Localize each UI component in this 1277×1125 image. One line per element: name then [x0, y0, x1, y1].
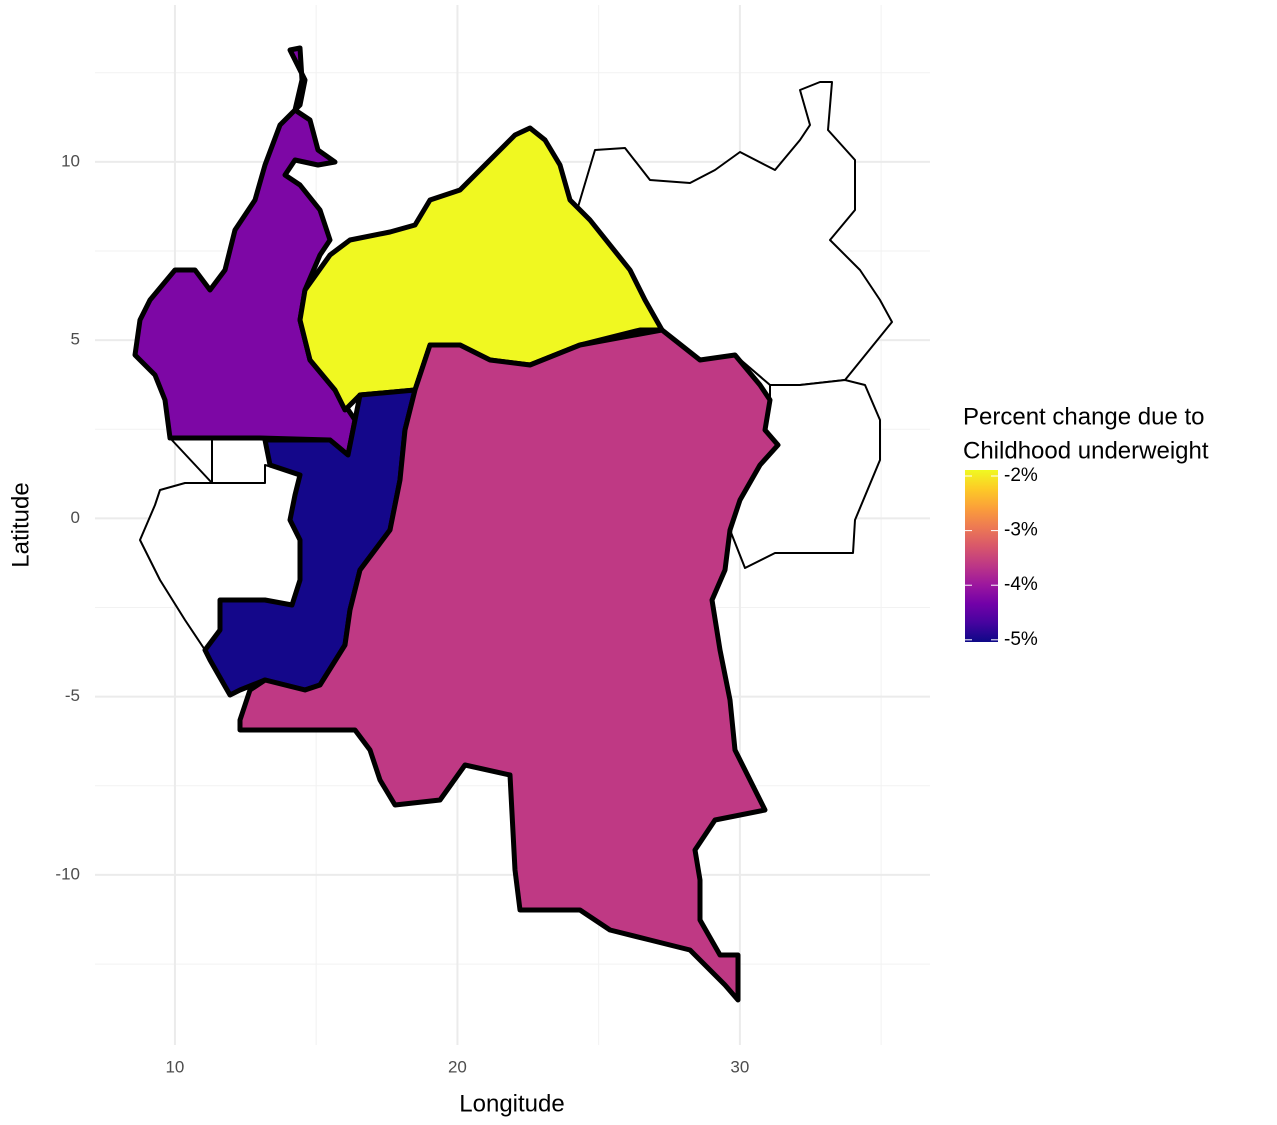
y-tick-label: -5: [65, 686, 80, 705]
y-tick-label: -10: [55, 864, 80, 883]
x-axis-title: Longitude: [459, 1090, 564, 1117]
y-tick-label: 0: [71, 508, 80, 527]
colorbar-label: -2%: [1004, 465, 1038, 486]
y-axis-title: Latitude: [7, 482, 34, 567]
y-tick-label: 10: [61, 151, 80, 170]
x-tick-label: 30: [730, 1057, 749, 1076]
region: [237, 327, 781, 1003]
x-tick-label: 10: [165, 1057, 184, 1076]
colorbar-label: -3%: [1004, 520, 1038, 541]
colorbar-label: -4%: [1004, 574, 1038, 595]
legend-title: Childhood underweight: [963, 437, 1209, 464]
legend-title: Percent change due to: [963, 403, 1205, 430]
x-tick-label: 20: [448, 1057, 467, 1076]
colorbar-label: -5%: [1004, 629, 1038, 650]
y-tick-label: 5: [71, 330, 80, 349]
colorbar: [965, 470, 998, 642]
